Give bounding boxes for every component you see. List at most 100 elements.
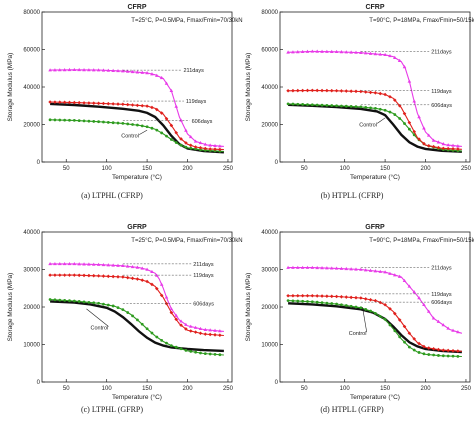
data-point	[354, 305, 358, 309]
annotation-119days: 119days	[431, 89, 452, 95]
data-point	[135, 265, 140, 269]
data-point	[96, 262, 101, 266]
data-point	[373, 52, 378, 56]
data-point	[456, 330, 460, 334]
x-tick-label: 100	[102, 386, 113, 392]
data-point	[291, 293, 295, 298]
series-line-119days	[288, 89, 462, 150]
data-point	[349, 89, 353, 93]
data-point	[150, 282, 154, 287]
data-point	[412, 99, 417, 103]
data-point	[160, 131, 164, 135]
series-119days	[286, 88, 462, 151]
data-point	[354, 89, 358, 94]
data-point	[359, 105, 363, 109]
data-point	[359, 50, 363, 54]
data-point	[91, 101, 96, 105]
data-point	[126, 122, 130, 126]
data-point	[325, 49, 329, 53]
data-point	[169, 306, 174, 311]
data-point	[286, 265, 290, 269]
data-point	[101, 68, 106, 72]
data-point	[145, 71, 149, 75]
data-point	[111, 304, 115, 308]
data-point	[63, 299, 67, 302]
data-point	[369, 106, 372, 110]
data-point	[364, 308, 368, 311]
data-point	[203, 327, 208, 331]
data-point	[72, 261, 77, 266]
data-point	[213, 352, 217, 356]
data-point	[155, 107, 159, 112]
data-point	[111, 263, 115, 267]
data-point	[218, 144, 222, 148]
data-point	[373, 298, 378, 303]
series-211days	[286, 49, 462, 148]
data-point	[155, 73, 159, 77]
data-point	[193, 325, 198, 329]
data-point	[412, 290, 417, 294]
series-line-211days	[50, 263, 224, 332]
y-tick-label: 40000	[261, 85, 278, 91]
x-tick-label: 50	[301, 386, 308, 392]
data-point	[315, 294, 319, 298]
data-point	[441, 141, 446, 146]
data-point	[198, 331, 203, 336]
data-point	[169, 123, 174, 128]
annotation-211days: 211days	[183, 68, 204, 74]
y-tick-label: 60000	[23, 48, 40, 54]
data-point	[116, 263, 120, 267]
data-point	[427, 353, 431, 356]
data-point	[82, 119, 86, 123]
annotation-606days: 606days	[193, 301, 214, 307]
data-point	[320, 103, 324, 107]
data-point	[198, 140, 203, 145]
data-point	[106, 274, 111, 279]
data-point	[101, 274, 106, 278]
data-point	[417, 341, 421, 346]
data-point	[407, 79, 412, 83]
data-point	[72, 299, 76, 303]
data-point	[169, 310, 174, 315]
data-point	[193, 139, 198, 143]
x-tick-label: 200	[421, 386, 432, 392]
data-point	[451, 147, 455, 151]
data-point	[92, 301, 96, 305]
data-point	[174, 130, 179, 135]
data-point	[412, 348, 416, 352]
data-point	[310, 103, 314, 107]
y-tick-label: 0	[37, 380, 41, 386]
chart-panel-3: GFRP T=25°C, P=0.5MPa, Fmax/Fmin=70/30kN 5…	[7, 224, 243, 414]
data-point	[349, 50, 353, 54]
data-point	[121, 275, 125, 279]
data-point	[62, 273, 67, 277]
x-tick-label: 250	[223, 166, 234, 172]
data-point	[431, 144, 436, 149]
data-point	[286, 293, 290, 298]
x-tick-label: 150	[380, 386, 391, 392]
data-point	[295, 50, 300, 54]
data-point	[82, 273, 86, 278]
data-point	[364, 105, 368, 109]
data-point	[96, 274, 101, 278]
data-point	[378, 107, 382, 111]
y-tick-label: 40000	[23, 85, 40, 91]
data-point	[388, 271, 392, 275]
data-point	[320, 294, 324, 298]
data-point	[193, 145, 198, 149]
data-point	[368, 298, 373, 302]
data-point	[125, 102, 130, 107]
x-tick-label: 100	[102, 166, 113, 172]
data-point	[329, 266, 334, 270]
x-tick-label: 150	[142, 166, 153, 172]
data-point	[165, 134, 168, 138]
data-point	[130, 69, 135, 74]
chart-title: CFRP	[127, 4, 146, 11]
y-tick-label: 20000	[261, 305, 278, 311]
annotation-211days: 211days	[431, 49, 452, 55]
data-point	[354, 295, 358, 300]
data-point	[422, 302, 426, 307]
series-211days	[48, 261, 224, 333]
data-point	[53, 100, 57, 104]
